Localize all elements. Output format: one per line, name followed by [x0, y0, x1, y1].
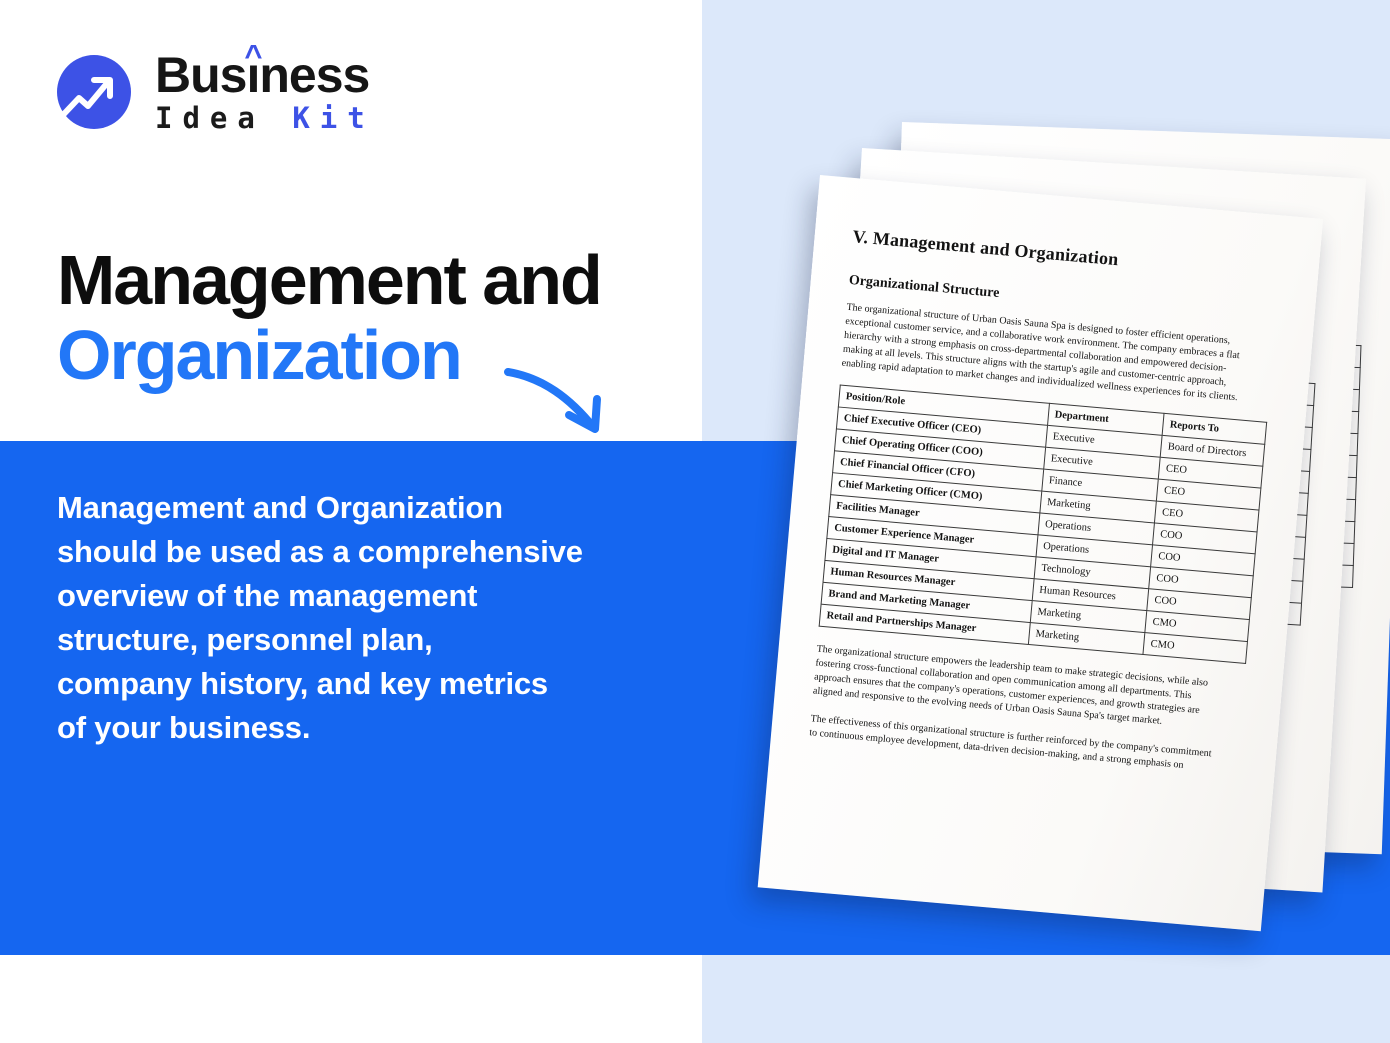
brand-kit-label: Kit [292, 101, 375, 135]
brand-text-pre: Bus [155, 47, 247, 103]
brand-logo: Bus ^ ıness Idea Kit [57, 40, 375, 135]
page-title-line1: Management and [57, 241, 603, 319]
brand-name-line1: Bus ^ ıness [155, 40, 375, 103]
trend-up-arrow-icon [57, 55, 131, 130]
document-content-front: V. Management and Organization Organizati… [758, 175, 1323, 931]
brand-text-post: ness [259, 47, 370, 103]
doc-title: V. Management and Organization [851, 226, 1120, 270]
brand-wordmark: Bus ^ ıness Idea Kit [155, 40, 375, 135]
curved-arrow-icon [504, 368, 601, 433]
page-title-line2: Organization [57, 315, 463, 394]
brand-name-line2: Idea Kit [155, 101, 375, 135]
brand-idea-label: Idea [155, 101, 265, 135]
brand-letter-i: ^ ı [244, 40, 262, 103]
brand-letter-i-glyph: ı [246, 47, 260, 103]
document-page-front: V. Management and Organization Organizati… [757, 175, 1324, 932]
caret-accent-icon: ^ [244, 38, 262, 73]
description-text: Management and Organization should be use… [57, 490, 583, 746]
page-title: Management and Organization [57, 241, 603, 394]
